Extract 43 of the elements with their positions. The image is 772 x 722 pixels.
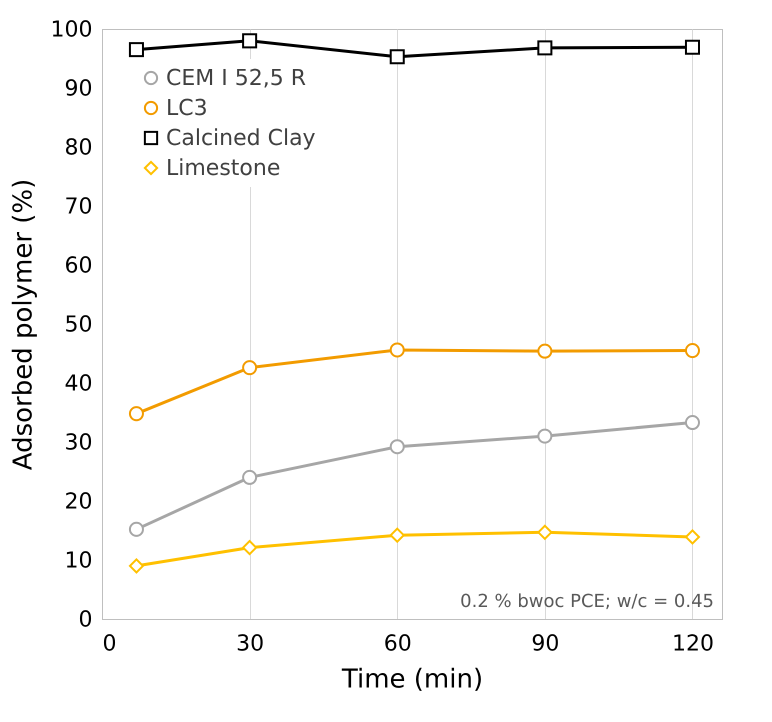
x-tick-label: 30 [236,632,264,656]
point [684,415,700,430]
x-tick-label: 90 [531,632,560,656]
y-tick-label: 80 [64,136,92,160]
y-tick-label: 90 [64,76,92,102]
point [684,343,700,358]
point [242,33,258,48]
point [242,360,258,376]
point [537,344,552,359]
y-tick-label: 10 [64,548,92,574]
point [537,524,552,540]
point [390,528,405,543]
point [390,342,405,358]
x-tick-label: 60 [384,632,412,656]
point [128,42,144,58]
point [128,406,144,422]
y-tick-label: 70 [64,194,92,220]
point [537,428,552,444]
y-tick-label: 0 [78,608,92,632]
y-tick-label: 40 [64,372,92,396]
y-tick-label: 60 [64,254,92,278]
y-tick-label: 100 [50,18,92,42]
y-tick-label: 50 [64,312,92,338]
y-tick-label: 30 [64,430,92,456]
legend-label: Calcined Clay [166,126,316,151]
point [390,439,405,454]
point [390,49,405,64]
legend-label: Limestone [166,156,280,181]
point [684,529,700,545]
y-axis-title: Adsorbed polymer (%) [8,178,39,470]
legend-label: CEM I 52,5 R [166,66,306,91]
x-axis-title: Time (min) [340,664,484,694]
point [537,40,552,56]
point [242,470,258,485]
point [684,40,700,55]
x-tick-label: 120 [672,632,714,656]
y-tick-label: 20 [64,490,92,514]
x-tick-label: 0 [102,632,116,656]
legend-label: LC3 [166,96,208,121]
point [242,540,258,556]
point [128,558,144,574]
annotation: 0.2 % bwoc PCE; w/c = 0.45 [460,591,714,612]
point [128,522,144,537]
